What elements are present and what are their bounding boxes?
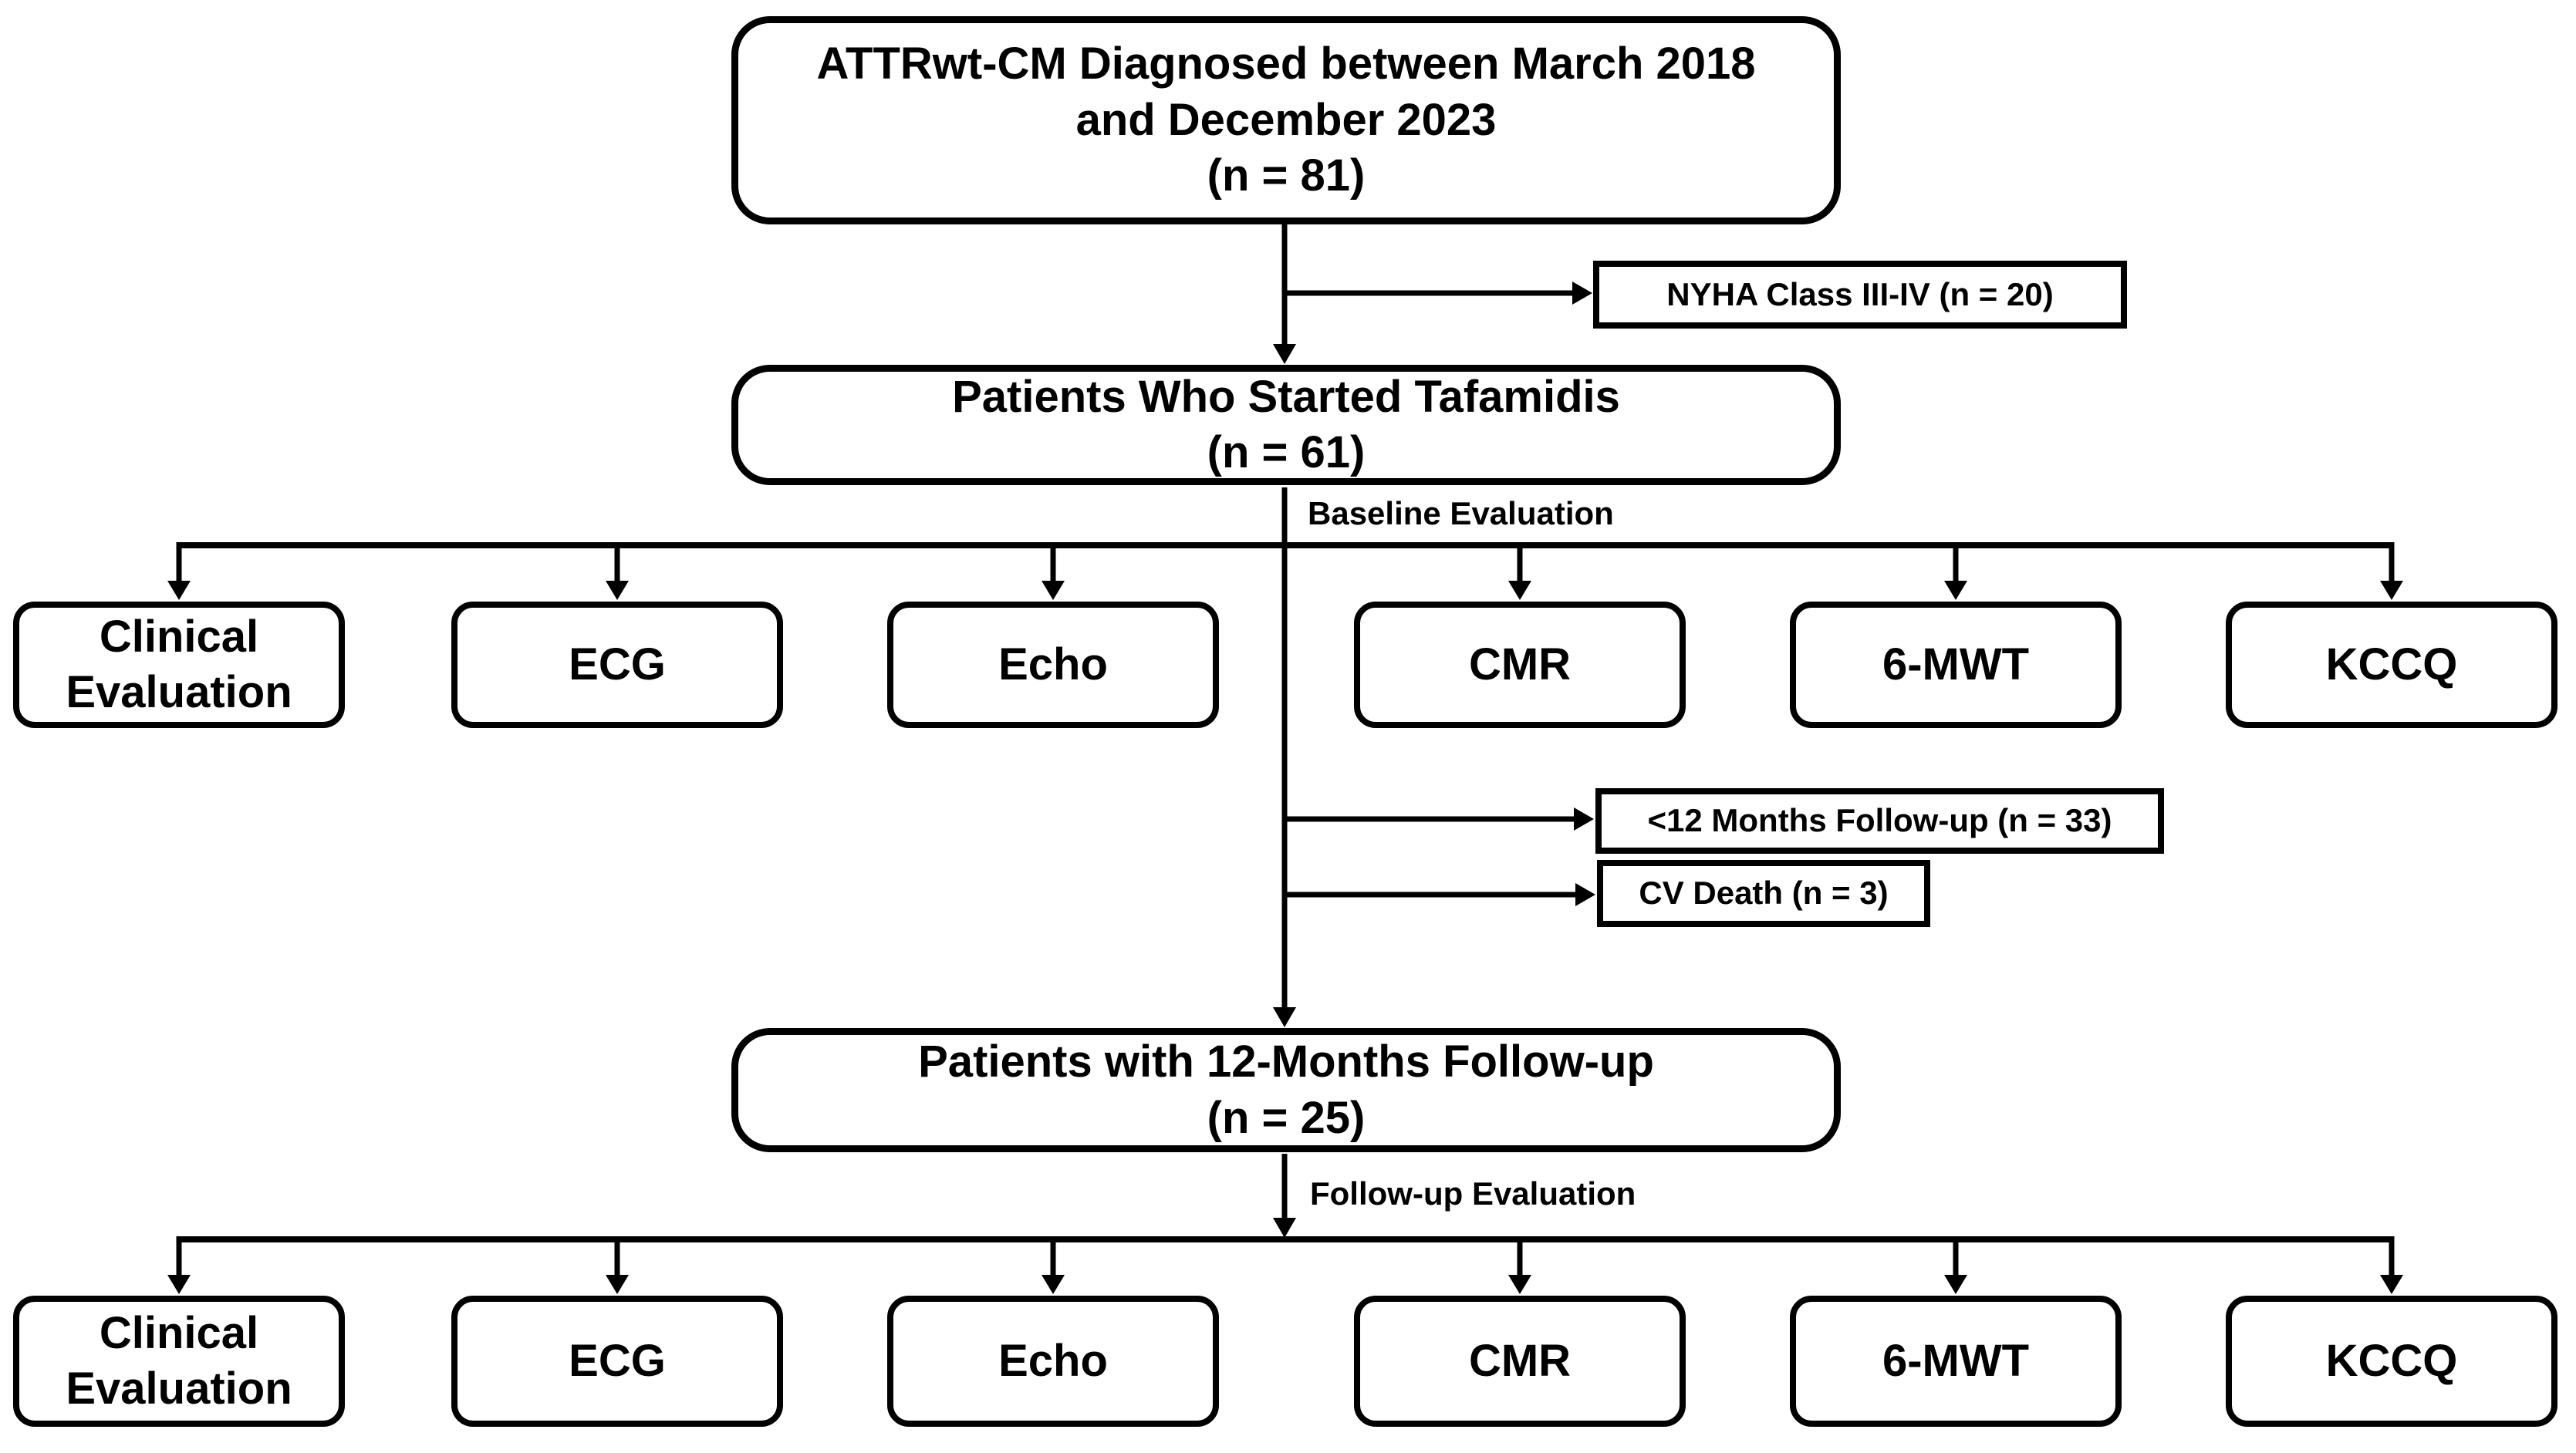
followup-eval-box-kccq: KCCQ xyxy=(2226,1296,2557,1427)
arrowhead-to-lt12-exclusion xyxy=(1574,807,1594,831)
arrowhead-to-nyha-exclusion xyxy=(1572,281,1592,305)
followup-eval-box-cmr: CMR xyxy=(1354,1296,1686,1427)
twelve-month-followup-box: Patients with 12-Months Follow-up (n = 2… xyxy=(731,1028,1841,1152)
lt12-months-exclusion-box: <12 Months Follow-up (n = 33) xyxy=(1595,788,2164,854)
baseline-eval-box-clinical: Clinical Evaluation xyxy=(13,602,345,728)
arrowhead-to-cvdeath-exclusion xyxy=(1575,883,1595,906)
arrowhead-12m-to-followup-rail xyxy=(1273,1218,1296,1238)
arrowhead-followup-kccq xyxy=(2380,1275,2403,1294)
followup-evaluation-label: Follow-up Evaluation xyxy=(1310,1175,1636,1212)
arrowhead-baseline-clinical xyxy=(167,581,191,600)
baseline-eval-box-cmr: CMR xyxy=(1354,602,1686,728)
cv-death-exclusion-box: CV Death (n = 3) xyxy=(1597,860,1930,927)
arrowhead-baseline-cmr xyxy=(1508,581,1531,600)
baseline-eval-box-6mwt: 6-MWT xyxy=(1790,602,2122,728)
baseline-eval-box-kccq: KCCQ xyxy=(2226,602,2557,728)
followup-eval-box-ecg: ECG xyxy=(451,1296,783,1427)
arrowhead-diagnosed-to-tafamidis xyxy=(1273,344,1296,364)
baseline-evaluation-label: Baseline Evaluation xyxy=(1308,495,1614,531)
arrowhead-baseline-echo xyxy=(1042,581,1065,600)
followup-eval-box-echo: Echo xyxy=(887,1296,1219,1427)
arrowhead-followup-ecg xyxy=(606,1275,629,1294)
baseline-eval-box-echo: Echo xyxy=(887,602,1219,728)
followup-eval-box-clinical: Clinical Evaluation xyxy=(13,1296,345,1427)
followup-eval-box-6mwt: 6-MWT xyxy=(1790,1296,2122,1427)
arrowhead-baseline-ecg xyxy=(606,581,629,600)
arrowhead-followup-6mwt xyxy=(1944,1275,1967,1294)
arrowhead-tafamidis-to-12m xyxy=(1273,1007,1296,1027)
arrowhead-baseline-6mwt xyxy=(1944,581,1967,600)
diagnosed-patients-box: ATTRwt-CM Diagnosed between March 2018 a… xyxy=(731,16,1841,224)
arrowhead-followup-cmr xyxy=(1508,1275,1531,1294)
arrowhead-baseline-kccq xyxy=(2380,581,2403,600)
nyha-exclusion-box: NYHA Class III-IV (n = 20) xyxy=(1593,261,2127,329)
tafamidis-started-box: Patients Who Started Tafamidis (n = 61) xyxy=(731,365,1841,485)
baseline-eval-box-ecg: ECG xyxy=(451,602,783,728)
arrowhead-followup-echo xyxy=(1042,1275,1065,1294)
arrowhead-followup-clinical xyxy=(167,1275,191,1294)
